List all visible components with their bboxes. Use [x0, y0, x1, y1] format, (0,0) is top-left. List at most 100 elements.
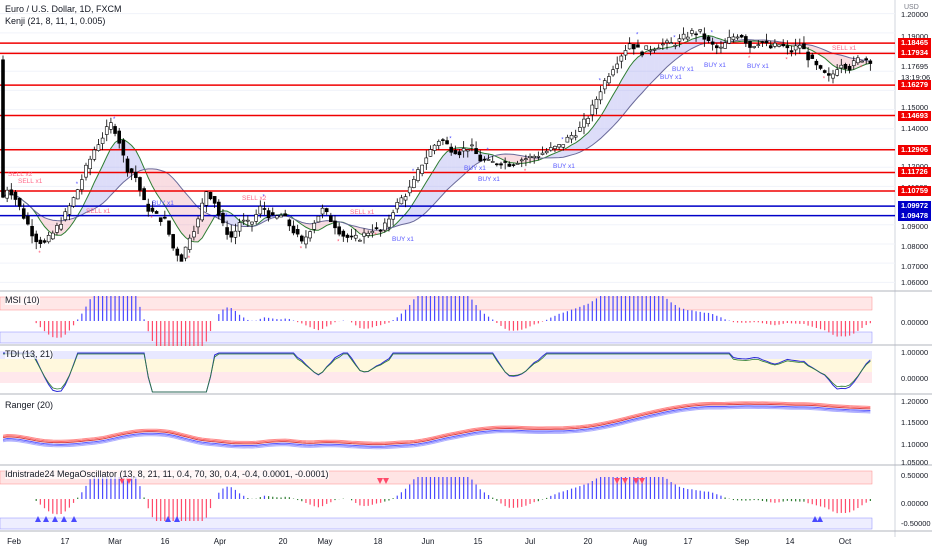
msi-upper-band	[0, 296, 873, 311]
candle-body	[88, 158, 92, 170]
pane-title[interactable]: TDI (13, 21)	[5, 349, 54, 359]
ma-ribbon	[69, 218, 74, 228]
candle-body	[453, 150, 458, 155]
ranger-band-line	[2, 401, 871, 443]
pane-axis-tick: 0.00000	[901, 318, 929, 327]
price-level-tag[interactable]: 1.11726	[898, 167, 931, 178]
ma-ribbon	[459, 147, 464, 179]
time-axis-tick: 20	[583, 537, 593, 546]
price-axis-tick: 1.08000	[901, 242, 929, 251]
candle-body	[125, 158, 130, 173]
price-axis-tick: 13:19:06	[901, 73, 931, 82]
candle-body	[594, 98, 599, 109]
signal-star: *	[38, 251, 41, 257]
price-level-tag[interactable]: 1.10759	[898, 186, 931, 196]
candle-body	[519, 159, 524, 162]
price-level-tag[interactable]: 1.17934	[898, 48, 931, 59]
buy-signal-label: BUY x1	[672, 66, 694, 73]
pane-title[interactable]: MSI (10)	[5, 295, 40, 305]
ma-ribbon	[513, 154, 518, 164]
ma-ribbon	[156, 169, 161, 200]
ma-ribbon	[115, 139, 120, 191]
candle-body	[158, 217, 163, 222]
candle-body	[627, 43, 632, 50]
candle-body	[200, 202, 204, 221]
candle-body	[374, 227, 379, 229]
price-level-tag[interactable]: 1.09478	[898, 210, 931, 221]
pane-title[interactable]: Idnistrade24 MegaOscillator (13, 8, 21, …	[5, 469, 329, 479]
ranger-band-line	[2, 406, 871, 448]
candle-body	[175, 248, 180, 256]
ma-ribbon	[61, 220, 66, 236]
pane-title[interactable]: Ranger (20)	[5, 400, 54, 410]
candle-body	[615, 63, 620, 69]
candle-body	[631, 44, 636, 50]
pane-axis-tick: 1.10000	[901, 440, 929, 449]
candle-body	[362, 232, 366, 237]
currency-label: USD	[904, 4, 919, 11]
ma-ribbon	[654, 48, 659, 80]
ma-ribbon	[496, 154, 501, 159]
candle-body	[785, 45, 790, 49]
ma-ribbon	[169, 174, 174, 220]
price-level-tag[interactable]: 1.16279	[898, 80, 931, 91]
ma-ribbon	[833, 53, 838, 68]
ma-ribbon	[592, 122, 597, 146]
ma-ribbon	[322, 220, 327, 229]
candle-body	[254, 214, 258, 222]
ma-ribbon	[646, 49, 651, 89]
candle-body	[366, 232, 371, 236]
candle-body	[760, 41, 765, 43]
candle-body	[818, 65, 823, 69]
ma-ribbon	[517, 155, 522, 164]
candle-body	[221, 212, 225, 224]
candle-body	[661, 43, 665, 46]
mega-buy-triangle	[35, 516, 41, 522]
candle-body	[723, 42, 727, 49]
candle-body	[644, 45, 649, 50]
pane-axis-tick: 0.50000	[901, 471, 929, 480]
price-axis-tick: 1.12000	[901, 162, 928, 171]
candle-body	[835, 69, 839, 76]
candle-body	[441, 139, 445, 141]
candle-body	[55, 225, 59, 233]
price-level-tag[interactable]: 1.09972	[898, 201, 931, 212]
pane-axis-tick: -0.50000	[901, 519, 931, 528]
signal-star: *	[561, 138, 564, 144]
candle-body	[5, 189, 9, 199]
signal-star: *	[599, 79, 602, 85]
candle-body	[573, 135, 578, 138]
signal-star: *	[375, 233, 378, 239]
price-level-tag[interactable]: 1.14693	[898, 110, 931, 121]
candle-body	[395, 202, 400, 210]
candle-body	[59, 224, 63, 230]
candle-body	[515, 163, 520, 165]
ma-ribbon	[658, 48, 663, 76]
candle-body	[121, 139, 126, 156]
candle-body	[420, 164, 424, 174]
fast-ma-line	[2, 35, 871, 243]
price-level-tag[interactable]: 1.12906	[898, 144, 931, 155]
price-axis-tick: 1.07000	[901, 262, 929, 271]
signal-star: *	[785, 57, 788, 63]
signal-star: *	[76, 182, 79, 188]
ma-ribbon	[177, 182, 182, 234]
ma-ribbon	[613, 88, 618, 127]
ma-ribbon	[687, 39, 692, 51]
ma-ribbon	[81, 199, 86, 215]
mega-sell-triangle	[633, 478, 639, 484]
time-axis-tick: 15	[473, 537, 483, 546]
symbol-title[interactable]: Euro / U.S. Dollar, 1D, FXCM	[5, 4, 122, 14]
candle-body	[92, 149, 97, 160]
ma-ribbon	[600, 109, 605, 139]
candle-body	[138, 177, 142, 191]
price-level-tag[interactable]: 1.18465	[898, 38, 931, 49]
candle-body	[665, 40, 669, 43]
indicator-title[interactable]: Kenji (21, 8, 11, 1, 0.005)	[5, 16, 106, 26]
candle-body	[495, 163, 499, 166]
candle-body	[329, 215, 333, 223]
candle-body	[814, 60, 819, 66]
candle-body	[341, 230, 346, 237]
candle-body	[316, 215, 321, 223]
